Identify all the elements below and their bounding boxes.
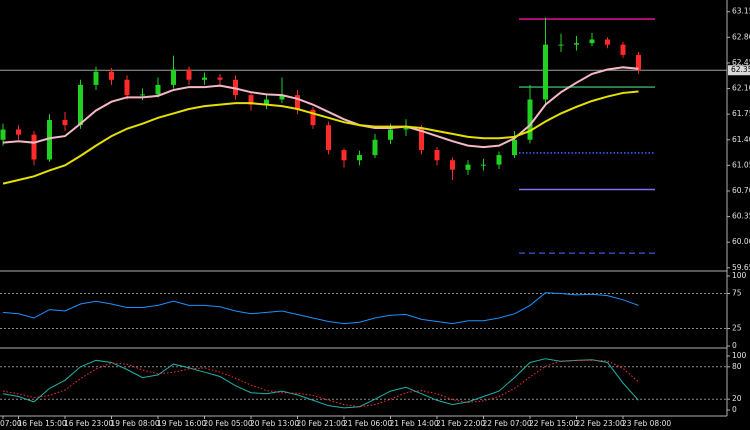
candle-body xyxy=(574,43,579,45)
candle-body xyxy=(357,155,362,161)
y-tick-label: 80 xyxy=(732,362,742,371)
candle-body xyxy=(434,150,440,161)
y-tick-label: 62.80 xyxy=(732,32,750,41)
y-tick-label: 61.05 xyxy=(732,160,750,169)
candle-body xyxy=(589,39,595,44)
x-tick-label: 20 Feb 21:00 xyxy=(297,419,346,428)
candle-body xyxy=(93,71,99,85)
candle-body xyxy=(124,79,130,96)
candle-body xyxy=(465,164,471,170)
candle-body xyxy=(279,95,285,100)
candle-body xyxy=(140,94,145,96)
x-tick-label: 21 Feb 14:00 xyxy=(390,419,439,428)
x-tick-label: 19 Feb 16:00 xyxy=(157,419,206,428)
x-tick-label: 21 Feb 22:00 xyxy=(436,419,485,428)
y-tick-label: 59.65 xyxy=(732,263,750,272)
x-tick-label: 20 Feb 13:00 xyxy=(250,419,299,428)
candle-body xyxy=(171,69,176,85)
candle-body xyxy=(527,99,533,140)
candle-body xyxy=(295,95,300,110)
y-tick-label: 100 xyxy=(732,271,747,280)
candle-body xyxy=(202,77,207,80)
candle-body xyxy=(450,160,455,170)
x-tick-label: 23 Feb 08:00 xyxy=(622,419,671,428)
x-tick-label: 22 Feb 15:00 xyxy=(529,419,578,428)
x-tick-label: 07:00 xyxy=(0,419,22,428)
y-tick-label: 60.35 xyxy=(732,212,750,221)
y-tick-label: 61.40 xyxy=(732,135,750,144)
candle-body xyxy=(248,95,254,105)
y-tick-label: 25 xyxy=(732,324,742,333)
candle-body xyxy=(78,84,83,126)
candle-body xyxy=(233,79,238,96)
candle-body xyxy=(605,39,610,45)
x-tick-label: 21 Feb 06:00 xyxy=(343,419,392,428)
y-tick-label: 0 xyxy=(732,405,737,414)
candle-body xyxy=(636,54,641,71)
indicator-line xyxy=(2,292,639,325)
candle-body xyxy=(419,128,424,150)
y-tick-label: 100 xyxy=(732,351,747,360)
x-tick-label: 22 Feb 07:00 xyxy=(483,419,532,428)
candle-body xyxy=(47,120,52,160)
x-tick-label: 20 Feb 05:00 xyxy=(204,419,253,428)
candle-body xyxy=(341,150,347,161)
candle-body xyxy=(186,69,192,80)
y-tick-label: 61.75 xyxy=(732,109,750,118)
candle-body xyxy=(496,155,502,165)
candle-body xyxy=(0,129,6,140)
x-tick-label: 16 Feb 15:00 xyxy=(18,419,67,428)
candle-body xyxy=(310,109,316,126)
candle-body xyxy=(512,139,517,156)
candle-body xyxy=(388,129,393,140)
moving-average xyxy=(2,66,639,149)
candle-body xyxy=(543,44,548,100)
candle-body xyxy=(372,139,378,156)
candle-body xyxy=(217,77,223,80)
y-tick-label: 60.00 xyxy=(732,237,750,246)
candle-body xyxy=(326,125,331,150)
x-tick-label: 22 Feb 23:00 xyxy=(576,419,625,428)
candle-body xyxy=(62,120,68,126)
candle-body xyxy=(558,44,564,46)
candle-body xyxy=(155,84,161,95)
y-tick-label: 63.15 xyxy=(732,7,750,16)
candle-body xyxy=(403,128,409,130)
x-tick-label: 19 Feb 08:00 xyxy=(111,419,160,428)
candle-body xyxy=(16,129,21,135)
y-tick-label: 20 xyxy=(732,394,742,403)
indicator-line xyxy=(2,358,639,409)
last-price-box xyxy=(728,65,750,76)
candle-body xyxy=(481,164,486,166)
indicator-line xyxy=(2,359,639,408)
moving-average xyxy=(2,90,639,185)
candle-body xyxy=(264,99,269,105)
y-tick-label: 0 xyxy=(732,341,737,350)
x-tick-label: 16 Feb 23:00 xyxy=(64,419,113,428)
y-tick-label: 75 xyxy=(732,289,742,298)
last-price-label: 62.35 xyxy=(731,65,750,74)
candle-body xyxy=(109,71,114,80)
y-tick-label: 62.10 xyxy=(732,84,750,93)
y-tick-label: 62.45 xyxy=(732,58,750,67)
candle-body xyxy=(620,44,626,55)
candle-body xyxy=(31,134,37,160)
y-tick-label: 60.70 xyxy=(732,186,750,195)
